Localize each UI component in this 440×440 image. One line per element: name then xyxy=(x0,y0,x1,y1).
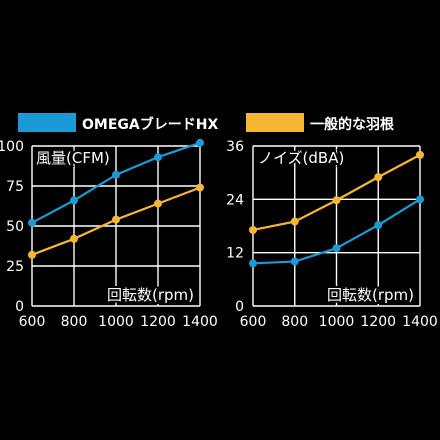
data-point-1 xyxy=(290,217,299,226)
x-tick-label: 600 xyxy=(19,314,46,330)
y-tick-label: 50 xyxy=(6,219,24,235)
data-point-1 xyxy=(112,215,120,224)
data-point-0 xyxy=(332,244,341,253)
y-tick-label: 0 xyxy=(15,299,24,315)
x-axis-label: 回転数(rpm) xyxy=(327,286,414,304)
airflow-chart: 0 25 50 75 100 600 800 1000 1200 1400 風量(CFM) 回転数(r… xyxy=(0,138,218,330)
x-tick-label: 800 xyxy=(281,314,308,330)
legend-label-omega: OMEGAブレードHX xyxy=(82,116,218,133)
legend-label-standard: 一般的な羽根 xyxy=(310,116,395,133)
y-tick-label: 75 xyxy=(6,179,24,195)
x-tick-label: 1200 xyxy=(360,314,396,330)
data-point-0 xyxy=(196,138,204,147)
y-tick-label: 24 xyxy=(226,192,244,208)
x-tick-label: 1400 xyxy=(182,314,218,330)
x-tick-label: 1200 xyxy=(140,314,176,330)
data-point-1 xyxy=(70,234,78,243)
data-point-0 xyxy=(290,257,299,266)
x-tick-label: 600 xyxy=(240,314,267,330)
data-point-0 xyxy=(374,221,383,230)
y-tick-label: 36 xyxy=(226,139,244,155)
data-point-1 xyxy=(196,183,204,192)
y-tick-label: 12 xyxy=(226,246,244,262)
y-tick-label: 100 xyxy=(0,139,24,155)
data-point-1 xyxy=(374,173,383,182)
data-point-1 xyxy=(28,250,36,259)
x-tick-label: 1400 xyxy=(402,314,438,330)
y-tick-label: 0 xyxy=(235,299,244,315)
y-axis-label: ノイズ(dBA) xyxy=(258,149,344,167)
y-tick-label: 25 xyxy=(6,259,24,275)
data-point-0 xyxy=(28,218,36,227)
data-point-0 xyxy=(416,195,424,204)
data-point-0 xyxy=(112,170,120,179)
data-point-1 xyxy=(416,150,424,159)
legend-swatch-omega xyxy=(18,113,76,132)
legend: OMEGAブレードHX 一般的な羽根 xyxy=(18,113,395,133)
y-axis-label: 風量(CFM) xyxy=(36,149,110,167)
data-point-1 xyxy=(154,199,162,208)
x-tick-label: 800 xyxy=(61,314,88,330)
data-point-1 xyxy=(332,196,341,205)
data-point-0 xyxy=(70,196,78,205)
x-axis-label: 回転数(rpm) xyxy=(107,286,194,304)
legend-swatch-standard xyxy=(246,113,304,132)
x-tick-label: 1000 xyxy=(319,314,355,330)
data-point-0 xyxy=(249,259,257,268)
noise-chart: 0 12 24 36 600 800 1000 1200 1400 ノイズ(dBA) 回転数(rpm… xyxy=(226,139,438,330)
data-point-1 xyxy=(249,226,257,234)
x-tick-label: 1000 xyxy=(98,314,134,330)
data-point-0 xyxy=(154,153,162,162)
